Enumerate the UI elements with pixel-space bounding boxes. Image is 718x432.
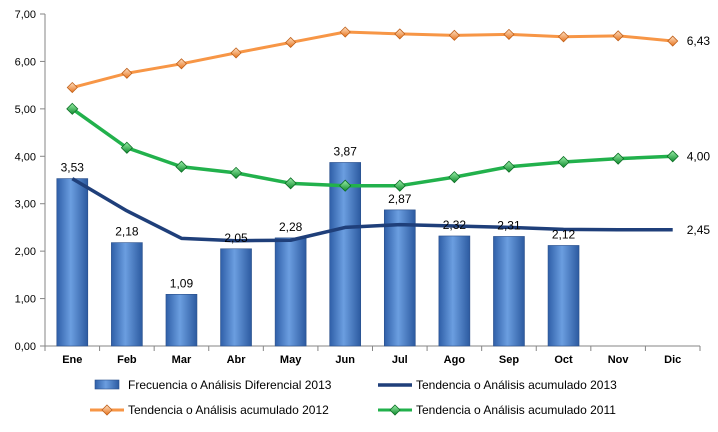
x-tick-label: Jul [392,354,408,366]
point-2012 [66,81,78,94]
bar [438,235,471,347]
legend-entry: Tendencia o Análisis acumulado 2012 [90,403,329,417]
bar [165,294,198,347]
point-2012 [612,30,624,42]
bar-data-label: 2,05 [224,231,248,245]
bar-data-label: 2,12 [552,227,576,241]
line-end-label: 4,00 [687,149,711,163]
point-2012 [448,29,460,41]
point-2012 [394,28,406,40]
bar-data-label: 2,87 [388,192,412,206]
legend-swatch-marker [101,404,113,416]
point-2011 [612,152,625,165]
legend-entry: Tendencia o Análisis acumulado 2013 [378,378,617,392]
point-2011 [175,160,188,173]
x-tick-label: Nov [608,354,630,366]
legend-entry: Tendencia o Análisis acumulado 2011 [378,403,616,417]
point-2012 [667,35,679,47]
point-2011 [448,171,461,184]
point-2012 [175,58,188,70]
point-2012 [230,47,242,59]
point-2012 [339,26,351,38]
bar-data-label: 2,32 [443,218,467,232]
point-2011 [502,160,516,173]
bar [111,242,143,347]
bar-data-label: 2,28 [279,220,303,234]
legend-swatch-marker [389,404,401,416]
y-tick-label: 0,00 [15,341,36,353]
series-line-3 [71,107,673,188]
y-tick-label: 7,00 [15,9,36,21]
point-2011 [66,102,79,115]
y-tick-label: 1,00 [15,294,36,306]
line-series [66,26,679,243]
x-tick-label: Oct [554,354,573,366]
x-tick-label: Ago [444,354,466,366]
point-2012 [285,36,297,49]
point-2011 [284,177,297,190]
point-2012 [557,31,570,43]
legend-label: Tendencia o Análisis acumulado 2011 [416,403,616,417]
series-line-2 [71,30,673,89]
bar-data-label: 2,31 [497,218,521,232]
point-2012 [121,67,133,79]
x-tick-label: May [280,354,302,366]
point-2011 [557,155,570,169]
point-2011 [120,141,133,154]
legend-swatch-bar [94,379,120,390]
y-tick-label: 4,00 [15,151,36,163]
bar-series [56,162,580,347]
x-tick-label: Jun [335,354,355,366]
x-tick-label: Feb [117,354,137,366]
bar [383,209,416,347]
x-tick-label: Mar [172,354,192,366]
point-2011 [393,179,406,192]
x-tick-label: Sep [499,354,519,366]
x-tick-label: Dic [664,354,681,366]
point-2011 [339,179,352,192]
line-end-label: 6,43 [687,34,711,48]
bar-data-label: 1,09 [170,276,194,290]
bar [493,236,525,347]
bar [220,248,252,347]
data-labels: 3,53 2,18 1,09 2,05 2,28 3,87 2,87 2,32 2,31 2,12… [61,34,711,290]
point-2011 [666,150,679,163]
bar [274,237,307,347]
x-tick-label: Ene [62,354,82,366]
legend: Frecuencia o Análisis Diferencial 2013 Te… [90,378,617,417]
y-tick-label: 3,00 [15,199,36,211]
x-tick-label: Abr [227,354,247,366]
y-tick-label: 6,00 [15,56,36,68]
y-tick-label: 2,00 [15,246,36,258]
bar-data-label: 3,87 [334,144,358,158]
bar [547,245,580,347]
point-2012 [503,28,515,40]
series-line-1 [71,177,673,243]
legend-label: Tendencia o Análisis acumulado 2012 [128,403,329,417]
bar [329,162,362,347]
bar-data-label: 3,53 [61,161,85,175]
bar [56,178,89,347]
legend-entry: Frecuencia o Análisis Diferencial 2013 [94,378,332,392]
legend-label: Tendencia o Análisis acumulado 2013 [416,378,617,392]
y-tick-label: 5,00 [15,104,36,116]
axes: 0,00 1,00 2,00 3,00 4,00 5,00 6,00 7,00 Ene Feb Ma… [15,9,701,366]
point-2011 [229,166,243,179]
legend-label: Frecuencia o Análisis Diferencial 2013 [128,378,332,392]
line-end-label: 2,45 [687,223,711,237]
bar-data-label: 2,18 [115,225,139,239]
